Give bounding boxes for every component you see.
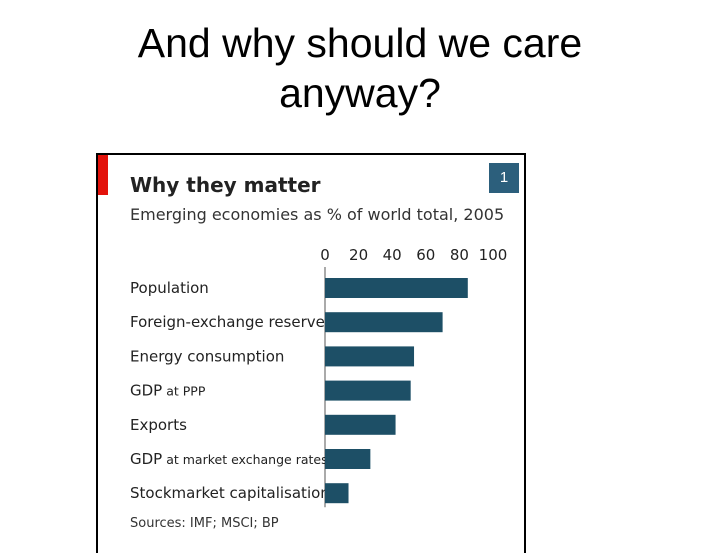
category-label: Energy consumption (130, 347, 284, 365)
x-tick-label: 60 (416, 246, 435, 264)
category-label: Population (130, 279, 209, 297)
chart-source: Sources: IMF; MSCI; BP (130, 516, 279, 531)
bar (325, 312, 443, 333)
category-label: GDP at market exchange rates (130, 450, 328, 468)
x-tick-label: 100 (479, 246, 508, 264)
bar (325, 414, 396, 435)
category-label: Stockmarket capitalisation (130, 484, 330, 502)
red-accent-mark (98, 155, 108, 195)
slide-title: And why should we care anyway? (0, 18, 720, 118)
category-label: Foreign-exchange reserves (130, 313, 333, 331)
bar (325, 278, 468, 298)
slide-title-line-2: anyway? (279, 70, 441, 116)
bar (325, 346, 415, 367)
x-tick-label: 40 (383, 246, 402, 264)
bar (325, 483, 349, 504)
bar-chart: 0 20 40 60 80 100 Population Foreign-exchange r… (130, 246, 508, 508)
category-label: GDP at PPP (130, 382, 206, 400)
x-tick-label: 80 (450, 246, 469, 264)
chart-number-badge: 1 (489, 163, 519, 193)
category-label: Exports (130, 416, 187, 434)
bar (325, 380, 411, 401)
x-tick-label: 0 (320, 246, 330, 264)
x-tick-label: 20 (349, 246, 368, 264)
chart-subtitle: Emerging economies as % of world total, … (130, 205, 505, 224)
chart-figure: 1 Why they matter Emerging economies as … (96, 153, 526, 553)
slide-title-line-1: And why should we care (137, 20, 583, 66)
chart-title: Why they matter (130, 173, 321, 197)
bar (325, 449, 371, 469)
